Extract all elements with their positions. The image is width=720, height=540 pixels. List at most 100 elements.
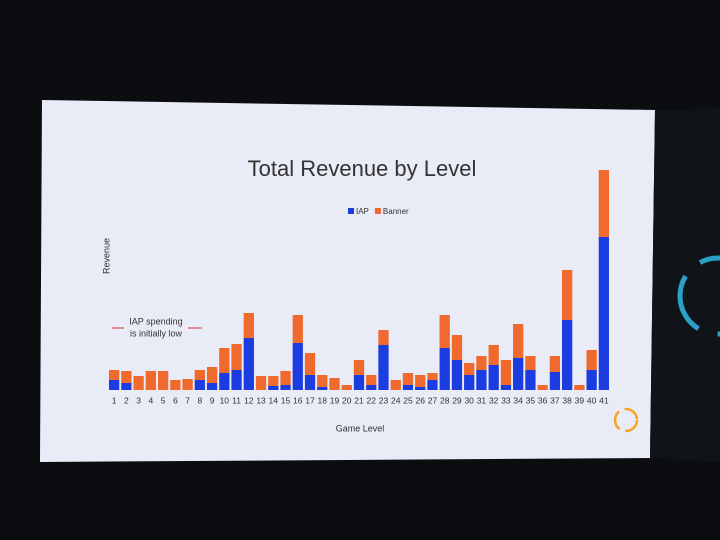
bar-segment xyxy=(268,376,279,386)
x-tick-label: 41 xyxy=(599,395,609,405)
bar-segment xyxy=(206,383,218,390)
legend-swatch xyxy=(348,208,354,214)
bar-segment xyxy=(157,371,169,390)
bar-segment xyxy=(317,387,328,390)
x-tick-label: 7 xyxy=(185,395,190,405)
x-tick-label: 21 xyxy=(354,395,364,405)
x-axis-label: Game Level xyxy=(336,423,385,433)
bar-segment xyxy=(525,356,536,370)
bar-segment xyxy=(390,380,401,390)
bar-segment xyxy=(549,356,561,372)
bar-segment xyxy=(219,348,230,373)
bar-segment xyxy=(402,373,414,385)
bar-segment xyxy=(415,375,426,387)
bar-segment xyxy=(451,335,463,360)
bar-segment xyxy=(598,170,610,237)
bar-segment xyxy=(500,385,512,390)
bar-segment xyxy=(488,365,499,390)
slide-edge xyxy=(650,108,720,462)
bar-segment xyxy=(219,373,230,390)
bar-segment xyxy=(182,379,193,390)
bar-segment xyxy=(121,383,132,390)
x-tick-label: 23 xyxy=(379,395,389,405)
bar-segment xyxy=(194,370,205,380)
x-tick-label: 4 xyxy=(148,395,153,405)
bar-segment xyxy=(108,380,120,390)
bar-segment xyxy=(280,371,291,385)
bar-segment xyxy=(464,363,475,375)
bar-segment xyxy=(451,360,463,390)
bar-segment xyxy=(145,371,156,390)
x-tick-label: 26 xyxy=(415,395,425,405)
x-tick-label: 1 xyxy=(112,395,117,405)
x-tick-label: 30 xyxy=(464,395,474,405)
bar-segment xyxy=(549,372,561,390)
x-tick-label: 39 xyxy=(575,395,585,405)
x-tick-label: 24 xyxy=(391,395,401,405)
bar-segment xyxy=(439,348,450,390)
bar-segment xyxy=(464,375,475,390)
x-tick-label: 29 xyxy=(452,395,462,405)
x-tick-label: 12 xyxy=(244,395,254,405)
bar-segment xyxy=(280,385,291,390)
x-tick-label: 8 xyxy=(197,395,202,405)
x-tick-label: 9 xyxy=(210,395,215,405)
bar-segment xyxy=(439,315,450,348)
bar-segment xyxy=(537,385,548,390)
legend-swatch xyxy=(374,208,381,214)
bar-segment xyxy=(415,387,426,390)
x-tick-label: 22 xyxy=(367,395,377,405)
x-tick-label: 18 xyxy=(318,395,328,405)
y-axis-label: Revenue xyxy=(101,238,111,274)
small-logo xyxy=(613,407,639,433)
bar-segment xyxy=(574,385,585,390)
bar-segment xyxy=(268,386,279,390)
x-tick-label: 17 xyxy=(305,395,315,405)
bar-segment xyxy=(427,373,438,380)
x-tick-label: 16 xyxy=(293,395,303,405)
x-tick-label: 13 xyxy=(256,395,266,405)
x-tick-label: 19 xyxy=(330,395,340,405)
x-tick-label: 5 xyxy=(161,395,166,405)
bar-segment xyxy=(292,343,303,390)
bar-segment xyxy=(402,385,414,390)
bar-segment xyxy=(194,380,205,390)
bar-segment xyxy=(562,320,573,390)
bar-segment xyxy=(366,375,377,385)
bar-segment xyxy=(378,330,389,345)
legend-label: IAP xyxy=(356,207,369,216)
bar-segment xyxy=(255,376,267,390)
bar-segment xyxy=(243,338,254,390)
bar-segment xyxy=(586,350,597,370)
bar-segment xyxy=(525,370,536,390)
bar-segment xyxy=(427,380,438,390)
bar-segment xyxy=(500,360,512,385)
x-tick-label: 10 xyxy=(220,395,230,405)
bar-segment xyxy=(598,237,610,390)
x-tick-label: 27 xyxy=(428,395,438,405)
bar-segment xyxy=(304,353,316,375)
bar-segment xyxy=(292,315,303,343)
annotation: IAP spending xyxy=(129,316,182,326)
bar-segment xyxy=(317,375,328,387)
x-tick-label: 31 xyxy=(477,395,487,405)
bar-segment xyxy=(329,378,340,390)
bar-segment xyxy=(513,324,524,358)
bar-segment xyxy=(243,313,254,338)
bar-segment xyxy=(170,380,181,390)
x-tick-label: 3 xyxy=(136,395,141,405)
x-tick-label: 15 xyxy=(281,395,291,405)
bar-segment xyxy=(586,370,597,390)
bar-segment xyxy=(366,385,377,390)
bar-segment xyxy=(206,367,218,383)
x-tick-label: 6 xyxy=(173,395,178,405)
x-tick-label: 36 xyxy=(538,395,548,405)
x-tick-label: 20 xyxy=(342,395,352,405)
x-tick-label: 28 xyxy=(440,395,450,405)
annotation: is initially low xyxy=(130,328,183,338)
x-tick-label: 33 xyxy=(501,395,511,405)
bar-segment xyxy=(488,345,499,365)
bar-segment xyxy=(133,376,144,390)
x-tick-label: 35 xyxy=(526,395,536,405)
